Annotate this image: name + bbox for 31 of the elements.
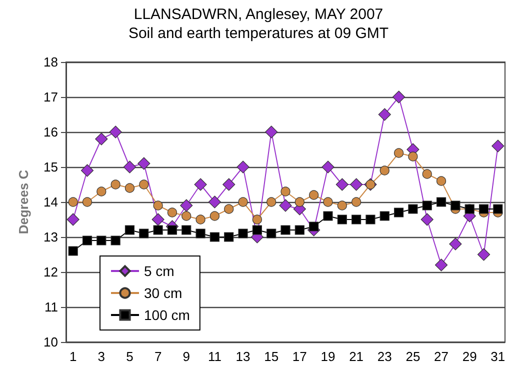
x-tick-label: 31 [490, 349, 506, 364]
x-tick-label: 13 [236, 349, 250, 364]
x-tick-label: 11 [208, 349, 222, 364]
legend-label: 100 cm [144, 307, 190, 323]
x-tick-label: 5 [126, 349, 134, 364]
x-tick-label: 9 [182, 349, 190, 364]
x-tick-label: 29 [462, 349, 477, 364]
x-tick-label: 19 [320, 349, 336, 364]
y-tick-label: 16 [44, 124, 58, 140]
y-tick-label: 12 [44, 264, 58, 280]
chart-subtitle: Soil and earth temperatures at 09 GMT [128, 25, 389, 42]
chart-title: LLANSADWRN, Anglesey, MAY 2007 [134, 6, 384, 23]
x-tick-label: 27 [434, 349, 449, 364]
legend-label: 30 cm [144, 285, 182, 301]
y-tick-label: 11 [44, 300, 58, 314]
x-tick-label: 23 [377, 349, 392, 364]
y-tick-label: 10 [44, 334, 58, 350]
legend-label: 5 cm [144, 263, 174, 279]
x-tick-label: 17 [292, 349, 307, 364]
x-tick-label: 7 [154, 349, 162, 364]
x-tick-label: 25 [406, 349, 420, 364]
x-tick-label: 3 [98, 349, 106, 364]
y-tick-label: 14 [44, 194, 58, 210]
y-tick-label: 15 [44, 160, 58, 174]
x-tick-label: 15 [264, 349, 279, 364]
y-tick-label: 13 [44, 230, 58, 244]
x-tick-label: 21 [349, 349, 364, 364]
x-tick-label: 1 [69, 349, 77, 364]
y-tick-label: 17 [44, 90, 58, 104]
y-tick-label: 18 [44, 54, 58, 70]
y-axis-title: Degrees C [16, 169, 31, 234]
